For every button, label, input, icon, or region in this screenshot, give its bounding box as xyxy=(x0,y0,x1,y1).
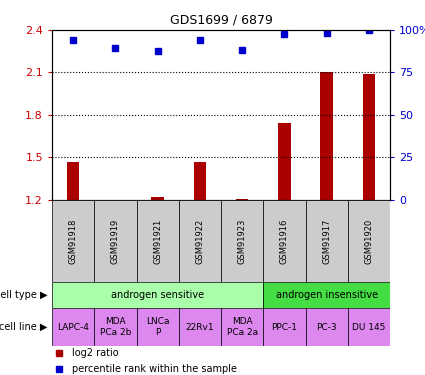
Text: percentile rank within the sample: percentile rank within the sample xyxy=(72,364,237,374)
Text: GSM91923: GSM91923 xyxy=(238,218,246,264)
Bar xyxy=(179,308,221,346)
Text: GSM91919: GSM91919 xyxy=(111,218,120,264)
Text: PPC-1: PPC-1 xyxy=(272,322,297,332)
Bar xyxy=(221,308,263,346)
Bar xyxy=(52,282,263,308)
Bar xyxy=(136,200,179,282)
Bar xyxy=(221,200,263,282)
Text: GSM91916: GSM91916 xyxy=(280,218,289,264)
Text: GSM91921: GSM91921 xyxy=(153,218,162,264)
Text: androgen sensitive: androgen sensitive xyxy=(111,290,204,300)
Text: androgen insensitive: androgen insensitive xyxy=(275,290,378,300)
Text: GSM91918: GSM91918 xyxy=(68,218,78,264)
Bar xyxy=(263,282,390,308)
Bar xyxy=(236,199,249,200)
Text: LNCa
P: LNCa P xyxy=(146,317,170,337)
Text: LAPC-4: LAPC-4 xyxy=(57,322,89,332)
Bar xyxy=(263,308,306,346)
Text: GSM91917: GSM91917 xyxy=(322,218,331,264)
Bar xyxy=(348,308,390,346)
Bar xyxy=(320,72,333,200)
Bar xyxy=(306,200,348,282)
Bar xyxy=(94,200,136,282)
Text: MDA
PCa 2a: MDA PCa 2a xyxy=(227,317,258,337)
Bar xyxy=(193,162,206,200)
Text: DU 145: DU 145 xyxy=(352,322,385,332)
Bar xyxy=(348,200,390,282)
Bar xyxy=(52,200,94,282)
Text: GSM91920: GSM91920 xyxy=(364,218,374,264)
Bar xyxy=(306,308,348,346)
Bar xyxy=(52,308,94,346)
Bar xyxy=(179,200,221,282)
Text: 22Rv1: 22Rv1 xyxy=(186,322,214,332)
Bar xyxy=(278,123,291,200)
Text: MDA
PCa 2b: MDA PCa 2b xyxy=(100,317,131,337)
Text: cell line ▶: cell line ▶ xyxy=(0,322,48,332)
Bar xyxy=(136,308,179,346)
Bar xyxy=(94,308,136,346)
Text: cell type ▶: cell type ▶ xyxy=(0,290,48,300)
Title: GDS1699 / 6879: GDS1699 / 6879 xyxy=(170,13,272,26)
Bar xyxy=(263,200,306,282)
Bar xyxy=(67,162,79,200)
Text: PC-3: PC-3 xyxy=(316,322,337,332)
Text: GSM91922: GSM91922 xyxy=(196,218,204,264)
Text: log2 ratio: log2 ratio xyxy=(72,348,119,358)
Bar xyxy=(363,74,375,200)
Bar xyxy=(151,197,164,200)
